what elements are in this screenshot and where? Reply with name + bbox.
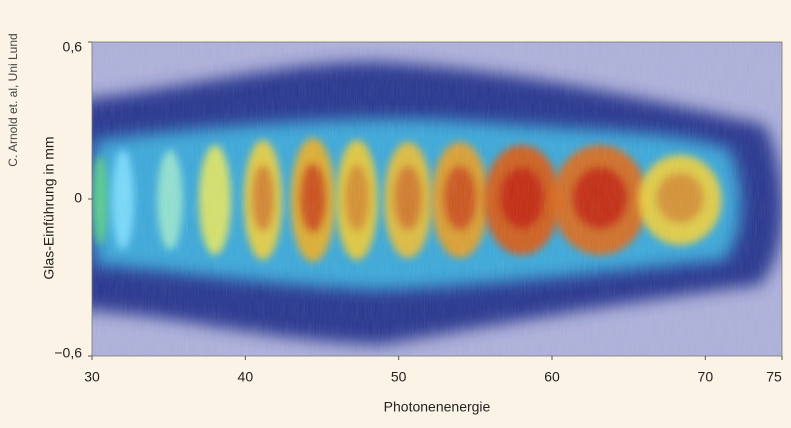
y-tick-label: 0 [74,190,82,206]
x-tick-label: 30 [84,369,100,385]
credit: C. Arnold et. al, Uni Lund [6,33,20,166]
x-tick-label: 50 [391,369,407,385]
x-tick-label: 40 [238,369,254,385]
y-tick-label: −0,6 [54,345,82,361]
x-tick-label: 70 [698,369,714,385]
y-axis-label: Glas-Einführung in mm [41,136,57,279]
x-tick-label: 60 [544,369,560,385]
x-tick-label: 75 [766,369,782,385]
heatmap-image [92,42,782,356]
y-tick-label: 0,6 [63,39,83,55]
x-axis-label: Photonenenergie [384,399,491,415]
